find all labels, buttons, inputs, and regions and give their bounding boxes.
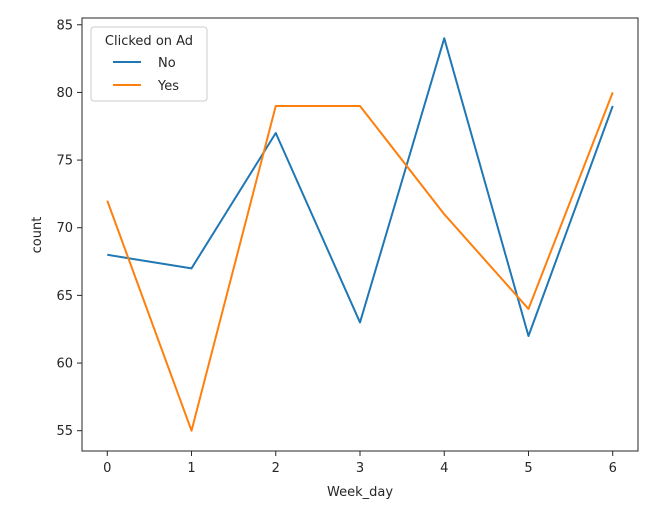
y-tick-label: 55 [56, 424, 73, 439]
x-tick-label: 5 [524, 461, 532, 476]
y-axis-label: count [30, 217, 45, 254]
series-lines [106, 37, 614, 432]
series-line-no [107, 37, 614, 337]
y-tick-label: 65 [56, 289, 73, 304]
y-tick-label: 75 [56, 154, 73, 169]
legend: Clicked on Ad No Yes [90, 26, 208, 102]
x-tick-label: 2 [272, 461, 280, 476]
x-tick-label: 0 [103, 461, 111, 476]
legend-label-no: No [158, 56, 176, 71]
x-tick-label: 4 [440, 461, 448, 476]
legend-box [90, 26, 208, 102]
y-tick-label: 70 [56, 221, 73, 236]
x-axis-label: Week_day [327, 485, 393, 500]
legend-label-yes: Yes [157, 79, 179, 94]
series-line-yes [106, 92, 614, 432]
y-tick-label: 60 [56, 357, 73, 372]
x-tick-label: 1 [187, 461, 195, 476]
x-tick-label: 3 [356, 461, 364, 476]
legend-title: Clicked on Ad [105, 34, 193, 49]
y-tick-label: 80 [56, 86, 73, 101]
x-tick-label: 6 [609, 461, 617, 476]
y-tick-label: 85 [56, 18, 73, 33]
y-axis-ticks: 55 60 65 70 75 80 85 [56, 18, 82, 439]
x-axis-ticks: 0 1 2 3 4 5 6 [103, 451, 617, 476]
